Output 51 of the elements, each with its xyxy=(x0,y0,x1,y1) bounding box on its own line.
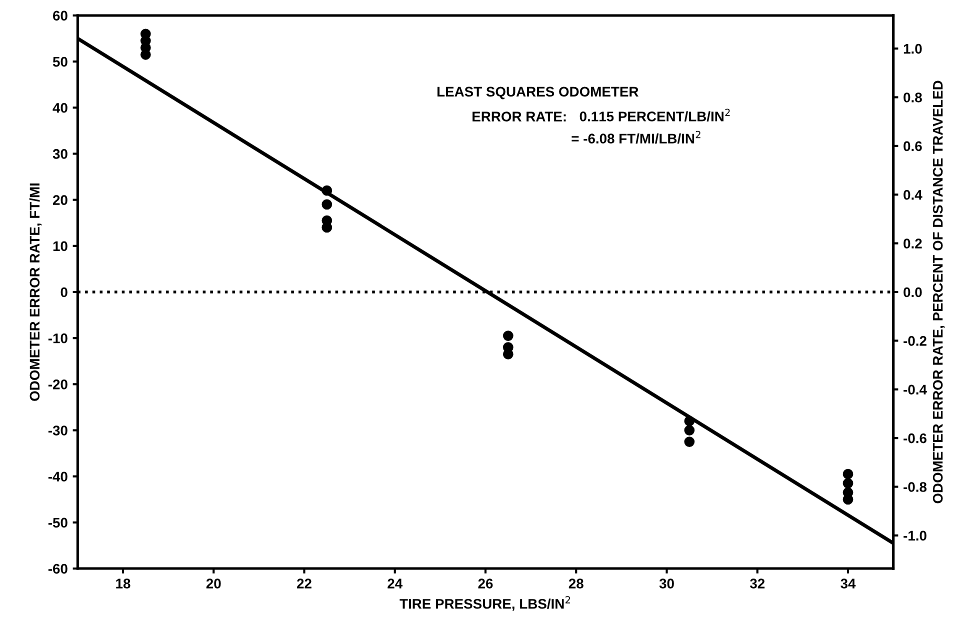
y2-tick-label: -0.8 xyxy=(904,482,927,492)
y2-tick-label: -0.4 xyxy=(904,384,927,395)
y-axis-title: ODOMETER ERROR RATE, FT/MI xyxy=(29,183,42,401)
x-tick-label: 24 xyxy=(388,578,403,588)
y-tick-label: -20 xyxy=(48,380,68,390)
x-tick-label: 32 xyxy=(750,578,765,589)
point xyxy=(842,494,854,505)
y2-tick-label: 0.2 xyxy=(904,238,922,248)
y-tick-label: -10 xyxy=(48,333,68,344)
y-tick-label: 30 xyxy=(52,149,68,159)
annotation: 0.115 PERCENT/LB/IN$^{2}$ xyxy=(580,108,730,122)
point xyxy=(502,349,514,360)
point xyxy=(684,436,695,447)
y-tick-label: 50 xyxy=(52,56,68,67)
y-tick-label: 10 xyxy=(53,241,68,252)
annotation: LEAST SQUARES ODOMETER xyxy=(437,86,638,100)
y-tick-label: -60 xyxy=(48,564,68,574)
y-tick-label: 40 xyxy=(52,102,68,113)
y-tick-label: -30 xyxy=(48,426,68,436)
x-tick-label: 30 xyxy=(659,578,674,589)
point xyxy=(322,185,332,196)
y2-tick-label: -1.0 xyxy=(904,530,926,541)
y-tick-label: 20 xyxy=(52,195,68,205)
x-tick-label: 22 xyxy=(297,578,312,588)
point xyxy=(842,468,854,480)
x-axis-title: TIRE PRESSURE, LBS/IN$^{2}$ xyxy=(400,596,570,611)
y-tick-label: -40 xyxy=(48,472,68,482)
y-tick-label: 60 xyxy=(53,10,68,21)
annotation: ERROR RATE: xyxy=(472,112,566,122)
point xyxy=(684,416,695,426)
y2-tick-label: 1.0 xyxy=(904,44,922,54)
point xyxy=(842,478,854,488)
x-tick-label: 28 xyxy=(568,578,584,588)
y-tick-label: -50 xyxy=(48,518,68,528)
x-tick-label: 20 xyxy=(206,578,221,588)
y2-tick-label: 0.4 xyxy=(904,190,922,200)
y2-tick-label: 0.6 xyxy=(904,141,922,152)
point xyxy=(322,222,332,233)
x-tick-label: 34 xyxy=(840,578,856,589)
x-tick-label: 18 xyxy=(116,578,130,588)
y2-tick-label: -0.2 xyxy=(904,336,926,346)
y2-tick-label: 0.8 xyxy=(904,92,922,102)
point xyxy=(684,425,695,436)
y2-axis-title: ODOMETER ERROR RATE, PERCENT OF DISTANCE TRAVELED xyxy=(932,80,945,504)
point xyxy=(502,330,514,341)
y-tick-label: 0 xyxy=(60,287,68,298)
y2-tick-label: 0.0 xyxy=(904,287,922,298)
x-tick-label: 26 xyxy=(478,578,493,588)
annotation: = -6.08 FT/MI/LB/IN$^{2}$ xyxy=(572,130,700,144)
point xyxy=(322,199,332,210)
y2-tick-label: -0.6 xyxy=(904,433,926,444)
